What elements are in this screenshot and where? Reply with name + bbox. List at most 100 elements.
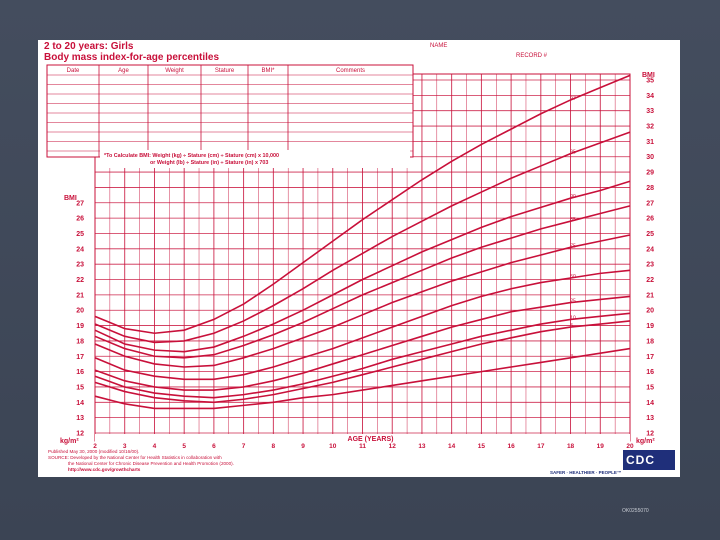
left-tick-label: 27 — [76, 200, 84, 207]
right-tick-label: 29 — [646, 170, 654, 177]
right-tick-label: 28 — [646, 185, 654, 192]
percentile-line-3 — [94, 347, 631, 410]
x-tick-label: 8 — [272, 443, 276, 450]
chart-title: 2 to 20 years: Girls — [44, 41, 134, 52]
bmi-formula-line-1: *To Calculate BMI: Weight (kg) ÷ Stature… — [104, 153, 279, 159]
percentile-line-10 — [94, 312, 631, 399]
percentile-label-3: 3 — [570, 354, 573, 360]
bmi-formula-line-2: or Weight (lb) ÷ Stature (in) ÷ Stature … — [150, 160, 269, 166]
right-tick-label: 32 — [646, 124, 654, 131]
record-table-header: Weight — [165, 68, 184, 74]
left-axis-background — [60, 190, 94, 441]
percentile-label-5: 5 — [570, 323, 573, 329]
left-tick-label: 14 — [76, 400, 84, 407]
x-tick-label: 12 — [389, 443, 397, 450]
percentile-line-97 — [94, 74, 631, 335]
formula-note-background — [100, 150, 410, 168]
record-table-header: Comments — [336, 68, 365, 74]
left-tick-label: 12 — [76, 431, 84, 438]
left-tick-label: 13 — [76, 415, 84, 422]
x-tick-label: 16 — [507, 443, 515, 450]
x-tick-label: 2 — [93, 443, 97, 450]
x-tick-label: 17 — [537, 443, 545, 450]
record-table-frame — [46, 64, 414, 158]
cdc-logo-text: CDC — [626, 453, 655, 467]
right-tick-label: 30 — [646, 154, 654, 161]
right-tick-label: 34 — [646, 93, 654, 100]
chart-paper: 2 to 20 years: Girls Body mass index-for… — [38, 40, 680, 477]
right-tick-label: 33 — [646, 108, 654, 115]
cdc-logo: CDC — [623, 450, 675, 470]
left-tick-label: 26 — [76, 216, 84, 223]
x-tick-label: 14 — [448, 443, 456, 450]
chart-subtitle: Body mass index-for-age percentiles — [44, 52, 220, 63]
left-tick-label: 15 — [76, 384, 84, 391]
x-tick-label: 6 — [212, 443, 216, 450]
source-url: http://www.cdc.gov/growthcharts — [68, 467, 141, 472]
right-unit-label: kg/m² — [636, 438, 655, 445]
right-tick-label: 27 — [646, 200, 654, 207]
percentile-label-90: 90 — [570, 194, 576, 200]
left-tick-label: 17 — [76, 354, 84, 361]
right-tick-label: 31 — [646, 139, 654, 146]
percentile-line-75 — [94, 234, 631, 368]
percentile-label-85: 85 — [570, 217, 576, 223]
x-tick-label: 5 — [182, 443, 186, 450]
percentile-line-95 — [94, 131, 631, 344]
record-table: Date Age Weight Stature BMI* Comments — [46, 64, 414, 158]
x-tick-label: 11 — [359, 443, 366, 450]
percentile-line-5 — [94, 320, 631, 404]
right-tick-label: 21 — [646, 292, 654, 299]
right-tick-label: 12 — [646, 431, 654, 438]
left-tick-label: 23 — [76, 262, 84, 269]
percentile-line-50 — [94, 269, 631, 381]
right-tick-label: 35 — [646, 78, 654, 85]
right-tick-label: 23 — [646, 262, 654, 269]
x-tick-label: 9 — [301, 443, 305, 450]
percentile-label-10: 10 — [570, 315, 576, 321]
record-table-header: Stature — [215, 68, 235, 74]
name-field-label: NAME — [430, 43, 448, 49]
x-axis-title-band — [95, 434, 630, 442]
percentile-label-95: 95 — [570, 150, 576, 156]
record-table-header: BMI* — [261, 68, 275, 74]
x-tick-label: 18 — [567, 443, 575, 450]
right-tick-label: 25 — [646, 231, 654, 238]
right-tick-label: 24 — [646, 246, 654, 253]
x-tick-label: 19 — [597, 443, 605, 450]
published-note: Published May 30, 2000 (modified 10/16/0… — [48, 449, 140, 454]
right-tick-label: 13 — [646, 415, 654, 422]
record-table-header: Date — [67, 68, 80, 74]
record-table-header: Age — [118, 68, 129, 74]
right-tick-label: 26 — [646, 216, 654, 223]
left-tick-label: 18 — [76, 338, 84, 345]
x-tick-label: 4 — [153, 443, 157, 450]
record-field-label: RECORD # — [516, 53, 548, 59]
right-tick-label: 22 — [646, 277, 654, 284]
right-tick-label: 19 — [646, 323, 654, 330]
right-axis-title: BMI — [642, 72, 655, 79]
percentile-line-85 — [94, 205, 631, 359]
x-tick-label: 7 — [242, 443, 246, 450]
source-line-2: the National Center for Chronic Disease … — [68, 461, 234, 466]
left-tick-label: 19 — [76, 323, 84, 330]
percentile-line-25 — [94, 295, 631, 391]
right-tick-label: 15 — [646, 384, 654, 391]
left-tick-label: 22 — [76, 277, 84, 284]
x-tick-label: 20 — [626, 443, 634, 450]
x-tick-label: 15 — [478, 443, 486, 450]
x-tick-label: 10 — [329, 443, 337, 450]
right-tick-label: 17 — [646, 354, 654, 361]
right-tick-label: 20 — [646, 308, 654, 315]
percentile-line-90 — [94, 180, 631, 353]
right-tick-label: 16 — [646, 369, 654, 376]
left-tick-label: 25 — [76, 231, 84, 238]
right-tick-label: 18 — [646, 338, 654, 345]
percentile-label-25: 25 — [570, 299, 576, 305]
percentile-label-75: 75 — [570, 243, 576, 249]
left-tick-label: 20 — [76, 308, 84, 315]
bmi-chart: Date Age Weight Stature BMI* Comments97959085… — [46, 64, 655, 450]
percentile-label-50: 50 — [570, 274, 576, 280]
cdc-tagline: SAFER · HEALTHIER · PEOPLE™ — [550, 470, 622, 475]
right-tick-label: 14 — [646, 400, 654, 407]
